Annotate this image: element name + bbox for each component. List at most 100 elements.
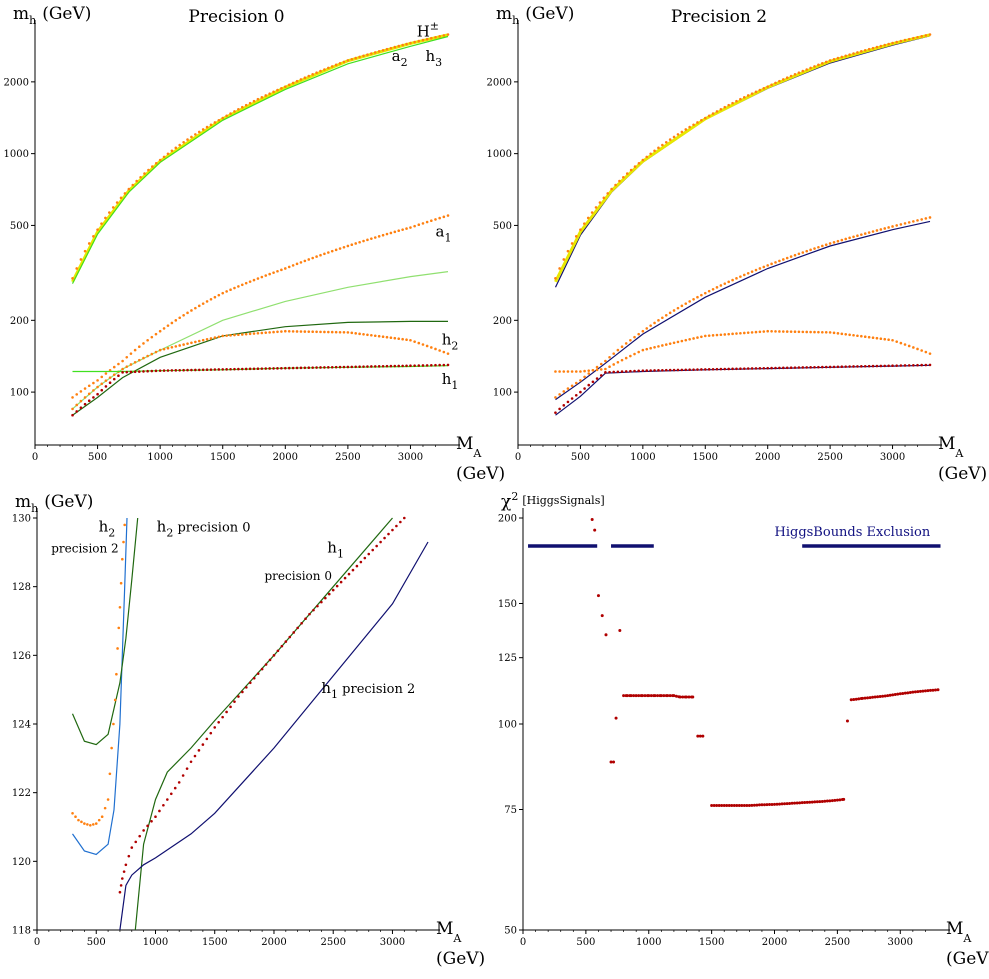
- series-point: [330, 65, 334, 68]
- chi2-point: [921, 689, 925, 693]
- series-point: [209, 123, 213, 127]
- series-point: [116, 647, 119, 650]
- x-ticks: 0 500 1000 1500 2000 2500 3000: [520, 930, 926, 948]
- series-point: [778, 366, 781, 370]
- chi2-point: [717, 804, 721, 808]
- series-point: [817, 63, 820, 67]
- series-point: [252, 278, 256, 282]
- series-point: [319, 69, 322, 73]
- x-tick-label: 1500: [699, 937, 724, 948]
- series-point: [381, 335, 385, 339]
- series-point: [739, 97, 742, 101]
- series-point: [715, 286, 719, 289]
- series-point: [71, 396, 74, 399]
- series-point: [649, 369, 652, 372]
- series-point: [244, 103, 248, 107]
- series-annotation: h3: [425, 47, 442, 69]
- series-point: [142, 356, 145, 360]
- chi2-point: [863, 696, 867, 700]
- series-a2-h3: [71, 35, 449, 284]
- series-point: [782, 366, 785, 370]
- chi2-point: [720, 804, 724, 808]
- series-point: [256, 367, 260, 371]
- series-point: [237, 367, 240, 371]
- chi2-point: [813, 800, 817, 804]
- series-point: [692, 337, 695, 340]
- series-point: [342, 365, 346, 369]
- series-point: [190, 135, 193, 139]
- chi2-point: [634, 694, 638, 698]
- series-point: [895, 364, 899, 367]
- series-point: [793, 330, 797, 334]
- series-point: [604, 367, 607, 371]
- chi2-point: [643, 694, 647, 698]
- series-point: [146, 824, 149, 828]
- series-point: [104, 385, 108, 388]
- annotation-sub: 2: [401, 56, 408, 69]
- series-point: [844, 237, 848, 241]
- chi2-point: [732, 804, 736, 808]
- series-point: [883, 227, 887, 230]
- series-point: [434, 347, 437, 351]
- series-point: [653, 321, 656, 325]
- series-heavy-points: [71, 33, 450, 280]
- series-point: [142, 829, 145, 832]
- chi2-point: [916, 690, 920, 694]
- series-point: [71, 407, 74, 411]
- series-point: [381, 48, 385, 52]
- y-ticks: 100 200 500 1000 2000: [4, 77, 35, 399]
- series-point: [264, 663, 268, 666]
- series-point: [397, 337, 401, 341]
- series-point: [782, 258, 785, 261]
- x-tick-label: 1500: [210, 452, 235, 463]
- y-tick-label: 118: [12, 926, 31, 937]
- series-point: [727, 280, 730, 284]
- series-point: [595, 368, 599, 372]
- series-point: [154, 332, 158, 336]
- series-point: [903, 364, 907, 367]
- series-point: [417, 223, 421, 227]
- series-point: [762, 265, 766, 269]
- series-point: [637, 369, 640, 373]
- series-point: [350, 243, 354, 247]
- series-point: [272, 330, 275, 334]
- chi2-point: [701, 734, 705, 738]
- series-point: [809, 66, 812, 70]
- series-point: [209, 297, 213, 301]
- series-point: [221, 715, 224, 719]
- x-tick-label: 0: [34, 937, 40, 948]
- series-point: [338, 330, 342, 334]
- series-point: [96, 228, 99, 231]
- series-point: [405, 338, 408, 342]
- series-point: [750, 270, 754, 273]
- series-point: [770, 83, 773, 87]
- series-point: [71, 811, 74, 815]
- chi2-point: [745, 804, 749, 808]
- series-point: [817, 245, 820, 249]
- series-point: [121, 877, 124, 880]
- series-point: [719, 333, 723, 337]
- chi2-point: [881, 694, 885, 698]
- series-a1-line: [555, 220, 931, 401]
- x-axis-label: MA: [938, 434, 964, 460]
- series-point: [71, 277, 74, 280]
- series-point: [770, 366, 773, 370]
- chi2-point: [838, 798, 842, 802]
- x-tick-label: 500: [576, 937, 595, 948]
- series-point: [354, 332, 358, 335]
- series-point: [587, 383, 591, 387]
- series-point: [836, 332, 840, 335]
- series-point: [134, 840, 138, 844]
- x-ticks: 0 500 1000 1500 2000 2500 3000: [32, 445, 436, 463]
- series-point: [727, 332, 730, 336]
- chi2-point: [908, 691, 912, 695]
- series-point: [883, 43, 887, 47]
- series-point: [342, 245, 346, 249]
- series-point: [150, 335, 154, 339]
- series-point: [409, 41, 412, 45]
- series-point: [653, 149, 656, 153]
- series-point: [421, 343, 425, 346]
- series-point: [828, 331, 832, 334]
- series-heavy-points: [554, 33, 932, 280]
- chi2-point: [656, 694, 660, 698]
